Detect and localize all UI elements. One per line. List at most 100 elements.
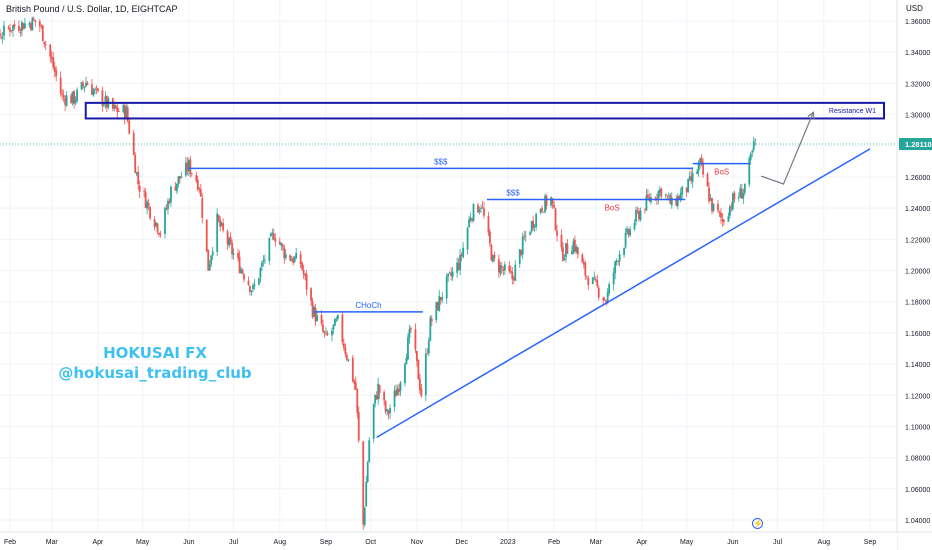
candle-body bbox=[429, 317, 432, 341]
candle-body bbox=[375, 395, 378, 400]
candle-body bbox=[593, 277, 596, 279]
candle-body bbox=[438, 296, 441, 311]
projection-arrow bbox=[760, 111, 814, 185]
candle-body bbox=[32, 19, 35, 21]
candle-body bbox=[24, 23, 26, 29]
time-tick-label: Jul bbox=[229, 539, 238, 546]
candle-body bbox=[644, 209, 646, 211]
candle-body bbox=[302, 269, 305, 275]
candle-body bbox=[83, 86, 86, 88]
price-tick-label: 1.30000 bbox=[905, 113, 930, 120]
candle-body bbox=[271, 232, 274, 235]
candle-body bbox=[581, 254, 584, 263]
candle-body bbox=[85, 82, 87, 87]
candle-body bbox=[176, 183, 178, 192]
candle-body bbox=[743, 183, 746, 193]
candle-body bbox=[134, 154, 137, 174]
candle-body bbox=[280, 243, 283, 246]
candle-body bbox=[533, 225, 536, 228]
candle-body bbox=[660, 188, 663, 197]
candle-body bbox=[269, 233, 272, 237]
time-tick-label: Sep bbox=[864, 539, 877, 546]
candle-body bbox=[566, 243, 569, 254]
candle-body bbox=[469, 217, 472, 221]
price-tick-label: 1.32000 bbox=[905, 81, 930, 88]
candle-body bbox=[143, 191, 146, 192]
price-tick-label: 1.26000 bbox=[905, 175, 930, 182]
candle-body bbox=[186, 162, 189, 171]
candle-body bbox=[126, 107, 129, 121]
candle-body bbox=[366, 462, 369, 482]
tradingview-logo-icon[interactable]: ⚡ bbox=[752, 518, 763, 529]
candle-body bbox=[19, 32, 22, 33]
candle-body bbox=[605, 300, 608, 303]
candle-body bbox=[688, 176, 691, 179]
candle-body bbox=[749, 153, 752, 160]
candle-body bbox=[490, 244, 493, 261]
candle-body bbox=[451, 271, 454, 277]
candle-body bbox=[594, 278, 597, 281]
candle-body bbox=[742, 193, 745, 199]
candle-body bbox=[187, 160, 190, 172]
candle-body bbox=[639, 210, 642, 220]
time-tick-label: Dec bbox=[455, 539, 468, 546]
candle-body bbox=[116, 107, 119, 113]
candle-body bbox=[228, 238, 230, 246]
time-axis[interactable]: Feb Mar Apr May Jun Jul Aug Sep Oct Nov Dec 2023 Feb… bbox=[0, 531, 932, 550]
candle-body bbox=[53, 66, 56, 72]
candle-body bbox=[263, 259, 266, 261]
price-tick-label: 1.18000 bbox=[905, 300, 930, 307]
candle-body bbox=[748, 158, 751, 185]
candle-body bbox=[164, 208, 166, 234]
symbol-title: British Pound / U.S. Dollar, 1D, EIGHTCA… bbox=[6, 4, 178, 14]
candle-body bbox=[28, 22, 31, 25]
candle-body bbox=[728, 206, 731, 216]
candle-body bbox=[420, 388, 423, 397]
candle-body bbox=[199, 189, 202, 197]
candle-body bbox=[571, 251, 573, 255]
candle-body bbox=[709, 198, 712, 201]
candle-body bbox=[681, 186, 684, 195]
candle-body bbox=[481, 207, 484, 208]
candle-body bbox=[502, 269, 505, 271]
candle-body bbox=[666, 195, 669, 197]
last-price-badge bbox=[899, 138, 932, 151]
candle-body bbox=[618, 254, 621, 262]
time-tick-label: Feb bbox=[548, 539, 560, 546]
candle-body bbox=[733, 192, 736, 200]
candle-body bbox=[687, 178, 690, 193]
candle-body bbox=[241, 269, 244, 274]
candle-body bbox=[104, 96, 107, 105]
time-tick-label: Aug bbox=[818, 539, 831, 546]
candle-body bbox=[341, 314, 344, 343]
candle-body bbox=[500, 266, 503, 268]
candle-body bbox=[146, 201, 149, 209]
candle-body bbox=[207, 249, 210, 271]
candle-body bbox=[603, 299, 606, 301]
candle-body bbox=[189, 159, 192, 174]
candle-body bbox=[664, 194, 667, 196]
candle-body bbox=[712, 203, 715, 211]
candle-body bbox=[65, 95, 68, 106]
candle-body bbox=[314, 307, 317, 322]
candle-body bbox=[396, 388, 399, 395]
candle-body bbox=[752, 141, 755, 150]
price-axis[interactable]: 1.360001.340001.320001.300001.280001.260… bbox=[896, 0, 932, 550]
candle-body bbox=[305, 274, 308, 290]
candle-body bbox=[237, 252, 239, 258]
candle-body bbox=[91, 84, 93, 95]
candle-body bbox=[281, 244, 284, 247]
candle-body bbox=[387, 411, 390, 414]
candle-body bbox=[180, 176, 183, 178]
last-price-label: 1.28110 bbox=[905, 140, 932, 149]
candle-body bbox=[354, 382, 357, 390]
candle-body bbox=[190, 173, 193, 175]
candle-body bbox=[384, 401, 387, 412]
candle-body bbox=[691, 172, 694, 182]
candle-body bbox=[226, 231, 229, 245]
candle-body bbox=[550, 197, 552, 206]
candle-body bbox=[22, 23, 25, 30]
candle-body bbox=[587, 278, 590, 285]
candle-body bbox=[105, 95, 108, 108]
